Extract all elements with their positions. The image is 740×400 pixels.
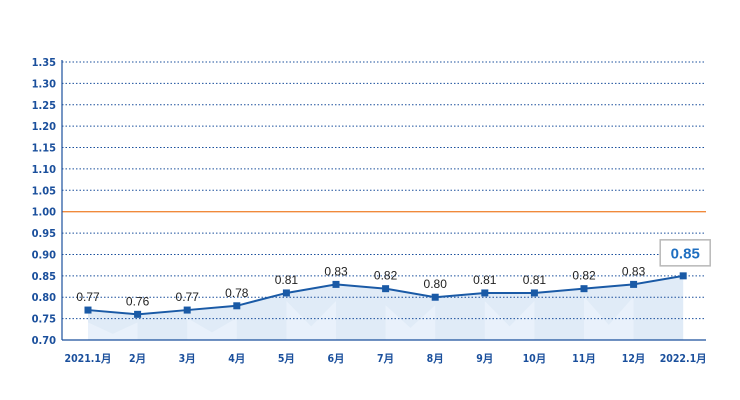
axes: [61, 60, 706, 341]
data-point-marker: [233, 302, 241, 310]
y-tick-label: 0.80: [32, 291, 57, 304]
data-point-marker: [580, 285, 588, 293]
data-label: 0.83: [622, 264, 646, 278]
gridlines: [62, 61, 706, 320]
x-tick-label: 2021.1月: [65, 353, 112, 365]
data-point-marker: [630, 280, 638, 288]
data-label: 0.82: [572, 269, 596, 283]
y-tick-label: 1.10: [32, 163, 57, 176]
x-tick-label: 10月: [523, 353, 547, 365]
data-label: 0.82: [374, 269, 398, 283]
area-fill-panel: [484, 300, 535, 340]
y-tick-label: 0.75: [32, 313, 57, 326]
area-fill-panel: [88, 322, 138, 340]
x-tick-label: 12月: [622, 353, 646, 365]
highlight-data-label: 0.85: [671, 245, 700, 262]
y-tick-label: 1.05: [32, 184, 57, 197]
y-tick-label: 1.35: [32, 56, 57, 69]
data-label: 0.83: [324, 264, 348, 278]
data-label: 0.80: [424, 277, 448, 291]
data-point-marker: [84, 306, 92, 314]
data-point-marker: [282, 289, 290, 297]
y-tick-label: 0.90: [32, 248, 57, 261]
x-tick-label: 11月: [572, 353, 596, 365]
data-label: 0.81: [473, 273, 497, 287]
area-fill-panel: [187, 318, 237, 340]
data-labels: 0.77 0.76 0.77 0.78 0.81 0.83 0.82 0.80 0.81 0.81…: [76, 239, 711, 308]
data-point-marker: [134, 310, 142, 318]
data-point-marker: [431, 293, 439, 301]
data-label: 0.77: [76, 290, 100, 304]
data-point-marker: [332, 280, 340, 288]
data-point-marker: [183, 306, 191, 314]
x-tick-label: 6月: [327, 353, 344, 365]
y-tick-label: 1.25: [32, 99, 57, 112]
y-tick-label: 1.00: [32, 206, 57, 219]
x-tick-label: 7月: [377, 353, 394, 365]
y-tick-label: 0.95: [32, 227, 57, 240]
y-tick-label: 1.20: [32, 120, 57, 133]
data-point-marker: [481, 289, 489, 297]
x-tick-label: 2022.1月: [660, 353, 707, 365]
data-label: 0.77: [176, 290, 200, 304]
data-point-marker: [530, 289, 538, 297]
data-label: 0.81: [275, 273, 299, 287]
area-fill-panel: [584, 296, 634, 340]
y-tick-label: 0.85: [32, 270, 57, 283]
data-label: 0.76: [126, 294, 150, 308]
data-label: 0.78: [225, 286, 249, 300]
x-tick-label: 5月: [278, 353, 295, 365]
highlight-callout-box: [659, 239, 711, 267]
data-label: 0.81: [523, 273, 547, 287]
y-tick-label: 1.15: [32, 142, 57, 155]
x-tick-label: 8月: [427, 353, 444, 365]
y-tick-label: 1.30: [32, 77, 57, 90]
x-tick-label: 4月: [228, 353, 245, 365]
area-fill: [88, 275, 684, 340]
x-tick-label: 9月: [476, 353, 493, 365]
area-fill-panel: [385, 305, 436, 340]
y-tick-label: 0.70: [32, 334, 57, 347]
y-tick-labels: 0.70 0.75 0.80 0.85 0.90 0.95 1.00 1.05 1.10 1.15…: [32, 56, 57, 347]
data-point-marker: [679, 272, 687, 280]
area-fill-panel: [286, 300, 336, 340]
series-markers: [84, 272, 687, 318]
x-tick-labels: 2021.1月 2月 3月 4月 5月 6月 7月 8月 9月 10月 11月 12月 2022.1月: [65, 353, 707, 365]
data-point-marker: [382, 285, 390, 293]
x-tick-label: 2月: [129, 353, 146, 365]
x-tick-label: 3月: [179, 353, 196, 365]
